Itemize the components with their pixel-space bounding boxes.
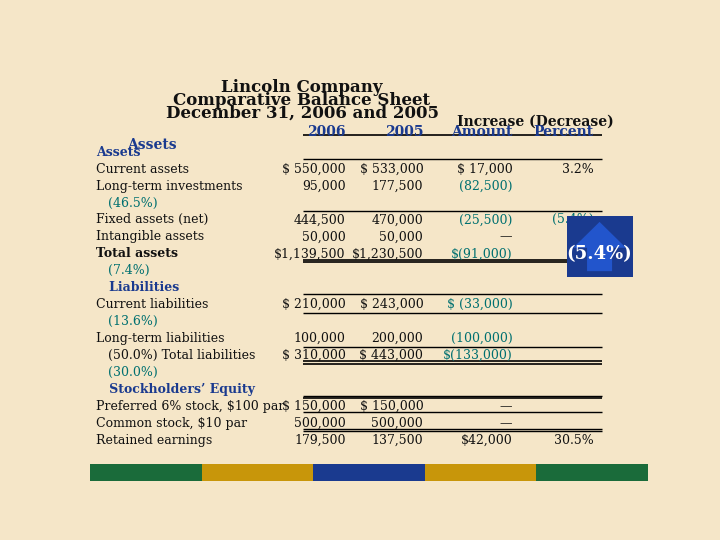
Text: $42,000: $42,000 <box>461 434 513 447</box>
Text: 3.2%: 3.2% <box>562 163 594 176</box>
Text: Common stock, $10 par: Common stock, $10 par <box>96 417 248 430</box>
Text: Fixed assets (net): Fixed assets (net) <box>96 213 209 226</box>
Text: —: — <box>500 231 513 244</box>
Text: $1,139,500: $1,139,500 <box>274 247 346 260</box>
Text: $(91,000): $(91,000) <box>451 247 513 260</box>
Bar <box>536 464 648 481</box>
Text: Total assets: Total assets <box>96 247 179 260</box>
Text: 137,500: 137,500 <box>372 434 423 447</box>
Bar <box>90 464 202 481</box>
Text: Increase (Decrease): Increase (Decrease) <box>457 115 614 129</box>
Bar <box>313 464 425 481</box>
Text: Long-term investments: Long-term investments <box>96 179 243 193</box>
Bar <box>202 464 313 481</box>
Text: 50,000: 50,000 <box>379 231 423 244</box>
Text: Current liabilities: Current liabilities <box>96 298 209 311</box>
Text: 444,500: 444,500 <box>294 213 346 226</box>
Text: Amount: Amount <box>451 125 513 139</box>
Text: $ 17,000: $ 17,000 <box>456 163 513 176</box>
Text: $ 210,000: $ 210,000 <box>282 298 346 311</box>
Text: (30.0%): (30.0%) <box>96 366 158 379</box>
Text: (46.5%): (46.5%) <box>96 197 158 210</box>
Text: Preferred 6% stock, $100 par: Preferred 6% stock, $100 par <box>96 400 284 413</box>
Text: $ 533,000: $ 533,000 <box>359 163 423 176</box>
Text: 100,000: 100,000 <box>294 332 346 345</box>
Text: Assets: Assets <box>127 138 177 152</box>
Text: 2005: 2005 <box>384 125 423 139</box>
Text: $1,230,500: $1,230,500 <box>352 247 423 260</box>
Text: (50.0%) Total liabilities: (50.0%) Total liabilities <box>96 349 256 362</box>
Text: 200,000: 200,000 <box>372 332 423 345</box>
Text: December 31, 2006 and 2005: December 31, 2006 and 2005 <box>166 105 438 122</box>
Text: $ 310,000: $ 310,000 <box>282 349 346 362</box>
Text: $ 443,000: $ 443,000 <box>359 349 423 362</box>
Text: —: — <box>500 400 513 413</box>
Text: (13.6%): (13.6%) <box>96 315 158 328</box>
Text: $ 150,000: $ 150,000 <box>282 400 346 413</box>
Text: $ 243,000: $ 243,000 <box>359 298 423 311</box>
Text: 500,000: 500,000 <box>294 417 346 430</box>
FancyArrow shape <box>573 222 626 271</box>
Text: Intangible assets: Intangible assets <box>96 231 204 244</box>
Text: (82,500): (82,500) <box>459 179 513 193</box>
Text: Percent: Percent <box>534 125 594 139</box>
Text: 177,500: 177,500 <box>372 179 423 193</box>
Text: Stockholders’ Equity: Stockholders’ Equity <box>96 383 255 396</box>
Text: (25,500): (25,500) <box>459 213 513 226</box>
Text: $(133,000): $(133,000) <box>443 349 513 362</box>
Text: 95,000: 95,000 <box>302 179 346 193</box>
Text: 470,000: 470,000 <box>372 213 423 226</box>
Text: Liabilities: Liabilities <box>96 281 179 294</box>
Text: (100,000): (100,000) <box>451 332 513 345</box>
Bar <box>425 464 536 481</box>
Text: Comparative Balance Sheet: Comparative Balance Sheet <box>174 92 431 109</box>
Text: Lincoln Company: Lincoln Company <box>221 79 383 96</box>
Text: Retained earnings: Retained earnings <box>96 434 212 447</box>
Text: (5.4%): (5.4%) <box>567 245 632 263</box>
Text: $ (33,000): $ (33,000) <box>446 298 513 311</box>
Text: $ 150,000: $ 150,000 <box>359 400 423 413</box>
Text: (7.4%): (7.4%) <box>96 264 150 277</box>
Text: Assets: Assets <box>96 146 140 159</box>
Text: 50,000: 50,000 <box>302 231 346 244</box>
Text: (5.4%): (5.4%) <box>552 213 594 226</box>
Text: Long-term liabilities: Long-term liabilities <box>96 332 225 345</box>
Text: 179,500: 179,500 <box>294 434 346 447</box>
Text: 2006: 2006 <box>307 125 346 139</box>
Text: $ 550,000: $ 550,000 <box>282 163 346 176</box>
Bar <box>567 215 632 278</box>
Text: —: — <box>500 417 513 430</box>
Text: Current assets: Current assets <box>96 163 189 176</box>
Text: 30.5%: 30.5% <box>554 434 594 447</box>
Text: 500,000: 500,000 <box>372 417 423 430</box>
